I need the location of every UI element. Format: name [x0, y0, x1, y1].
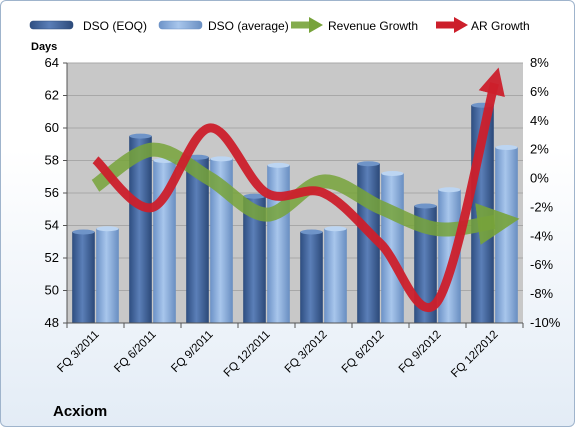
legend-label-dso-average: DSO (average)	[208, 19, 289, 33]
bar-dso-average-top	[210, 156, 233, 162]
y-tick-label: 64	[45, 55, 59, 70]
legend-arrow-revenue-growth	[309, 17, 323, 33]
legend-label-revenue-growth: Revenue Growth	[328, 19, 418, 33]
legend-label-ar-growth: AR Growth	[471, 19, 530, 33]
y-tick-label: 54	[45, 218, 59, 233]
x-tick-label: FQ 12/2012	[449, 329, 500, 380]
y2-tick-label: 8%	[530, 55, 549, 70]
bar-dso-eoq	[414, 203, 437, 324]
y2-tick-label: -6%	[530, 257, 554, 272]
bar-dso-average-top	[324, 226, 347, 232]
legend-item-dso-eoq: DSO (EOQ)	[29, 19, 147, 33]
line-ar-growth	[92, 67, 505, 312]
bar-dso-eoq-top	[300, 229, 323, 235]
bar-dso-eoq	[243, 193, 266, 324]
bar-dso-average	[324, 226, 347, 324]
y-tick-label: 50	[45, 283, 59, 298]
x-axis-ticks: FQ 3/2011 FQ 6/2011 FQ 9/2011 FQ 12/2011 FQ …	[55, 323, 524, 380]
y-axis-title: Days	[31, 41, 57, 53]
y2-tick-label: -2%	[530, 199, 554, 214]
x-tick-label: FQ 12/2011	[222, 329, 273, 380]
bar-dso-eoq-top	[186, 154, 209, 160]
y2-tick-label: 6%	[530, 84, 549, 99]
legend-swatch-dso-eoq	[29, 20, 74, 30]
x-tick-label: FQ 9/2011	[169, 329, 215, 375]
line-revenue-growth	[91, 142, 520, 245]
bar-dso-average	[96, 226, 119, 324]
bar-dso-eoq-top	[357, 161, 380, 167]
y-tick-label: 48	[45, 315, 59, 330]
bar-dso-eoq-top	[129, 133, 152, 139]
x-tick-label: FQ 6/2011	[112, 329, 158, 375]
legend-label-dso-eoq: DSO (EOQ)	[83, 19, 147, 33]
bar-dso-average-top	[267, 162, 290, 168]
bar-dso-eoq-body	[300, 231, 323, 324]
growth-lines	[91, 67, 520, 312]
legend-swatch-dso-average	[158, 20, 203, 30]
bar-dso-eoq	[186, 154, 209, 324]
y2-tick-label: 4%	[530, 113, 549, 128]
bar-dso-average	[267, 162, 290, 324]
y-tick-label: 56	[45, 185, 59, 200]
bar-dso-average-body	[96, 228, 119, 324]
bar-dso-eoq-top	[243, 193, 266, 199]
y2-axis-ticks: -10% -8% -6% -4% -2% 0% 2% 4% 6% 8%	[530, 55, 561, 330]
bar-dso-average-top	[96, 226, 119, 232]
legend: DSO (EOQ) DSO (average) Revenue Growth A…	[29, 17, 530, 33]
y-tick-label: 60	[45, 120, 59, 135]
bar-dso-eoq-top	[414, 203, 437, 209]
y2-tick-label: -10%	[530, 315, 561, 330]
y2-tick-label: -8%	[530, 286, 554, 301]
x-tick-label: FQ 3/2011	[55, 329, 101, 375]
bar-dso-eoq	[129, 133, 152, 324]
bar-dso-average-body	[324, 228, 347, 324]
bar-dso-average-top	[438, 187, 461, 193]
legend-item-ar-growth: AR Growth	[436, 17, 530, 33]
legend-item-revenue-growth: Revenue Growth	[291, 17, 418, 33]
bar-dso-eoq-top	[72, 229, 95, 235]
bar-dso-eoq	[72, 229, 95, 324]
x-tick-label: FQ 3/2012	[283, 329, 330, 376]
x-tick-label: FQ 6/2012	[340, 329, 387, 376]
bar-dso-average-body	[267, 165, 290, 324]
y-tick-label: 58	[45, 153, 59, 168]
y-tick-label: 52	[45, 250, 59, 265]
bar-dso-eoq	[300, 229, 323, 324]
x-tick-label: FQ 9/2012	[397, 329, 444, 376]
y2-tick-label: 0%	[530, 171, 549, 186]
bar-dso-eoq-body	[72, 231, 95, 324]
bar-dso-average-top	[381, 171, 404, 176]
y2-tick-label: -4%	[530, 228, 554, 243]
y2-tick-label: 2%	[530, 142, 549, 157]
y-tick-label: 62	[45, 88, 59, 103]
y-axis-ticks: 48 50 52 54 56 58 60 62 64	[45, 55, 67, 330]
legend-item-dso-average: DSO (average)	[158, 19, 289, 33]
bar-dso-average-body	[495, 147, 518, 324]
company-label: Acxiom	[53, 403, 107, 420]
bar-dso-average	[495, 145, 518, 324]
legend-arrow-ar-growth	[454, 17, 468, 33]
bar-dso-average-top	[495, 145, 518, 150]
